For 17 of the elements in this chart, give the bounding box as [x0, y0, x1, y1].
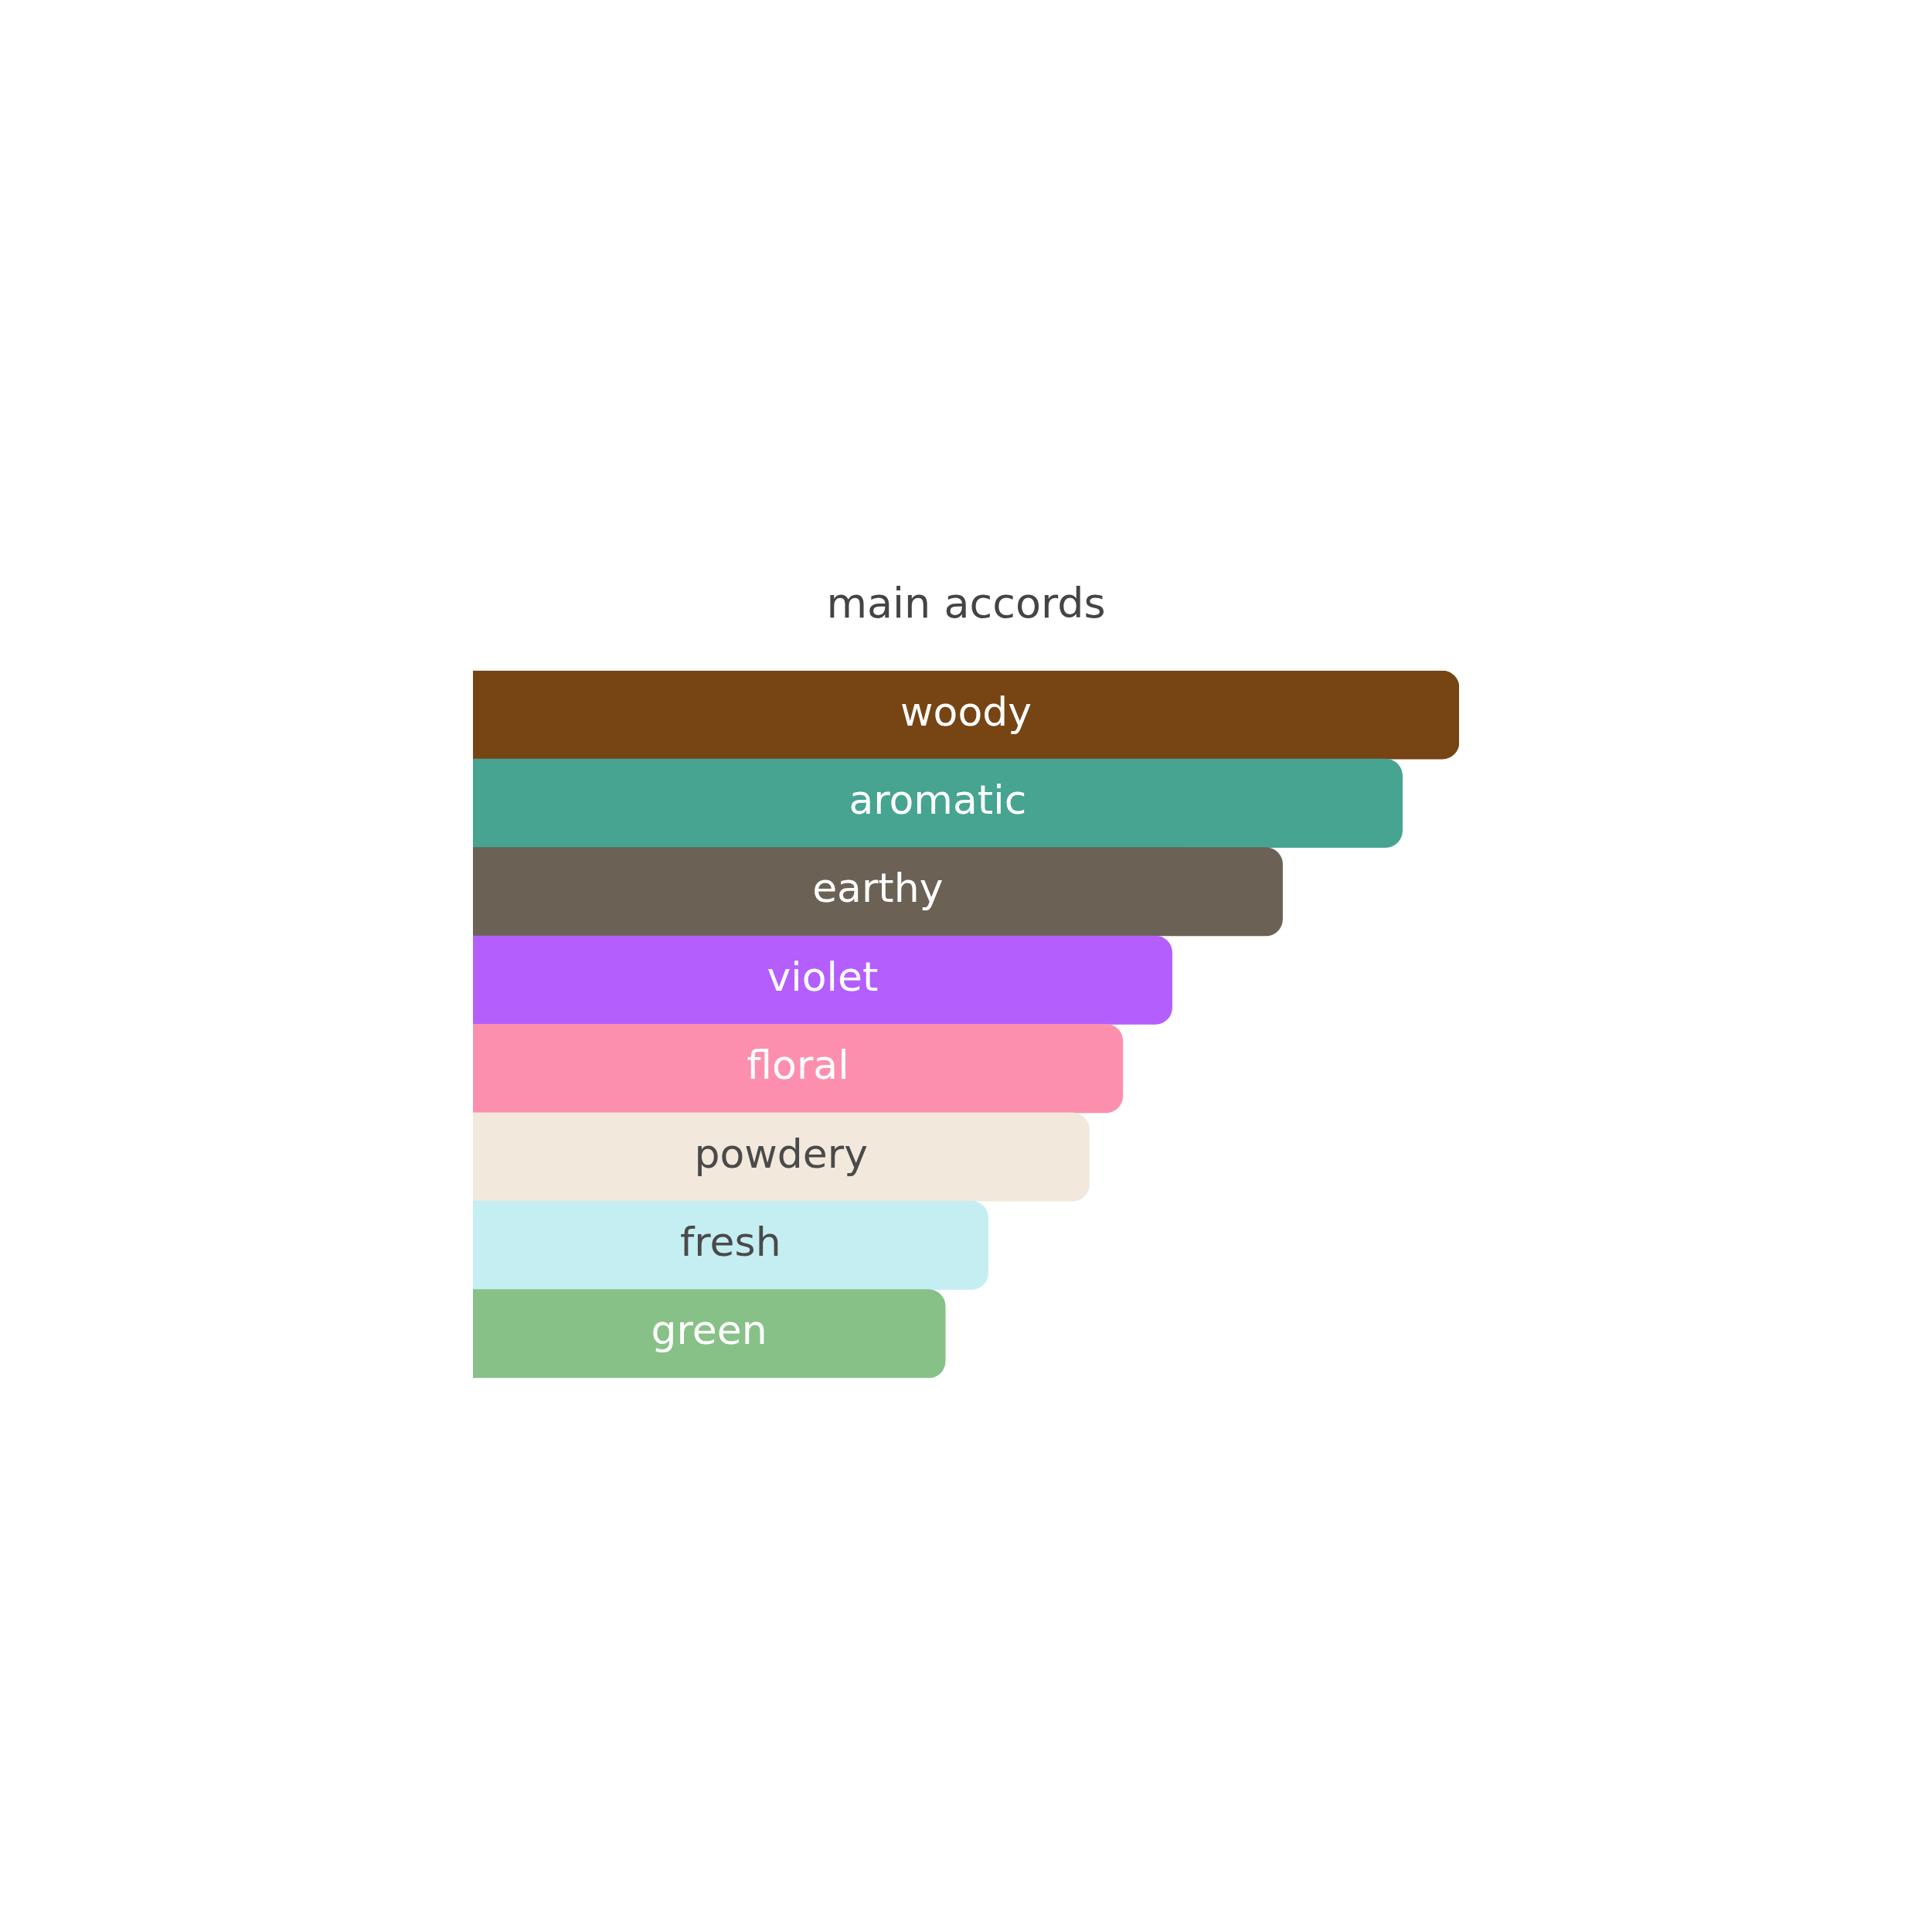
y-tick-label: earthy: [812, 865, 944, 912]
bar: [473, 1289, 946, 1378]
bar: [473, 935, 1173, 1025]
y-tick-label: woody: [900, 688, 1032, 735]
bar: [473, 1200, 989, 1290]
y-tick-label: green: [651, 1307, 767, 1354]
bar: [473, 847, 1283, 937]
y-tick-label: violet: [767, 953, 879, 1000]
bar: [473, 1112, 1090, 1202]
bar: [473, 1024, 1124, 1114]
y-tick-label: floral: [747, 1042, 849, 1089]
chart-title: main accords: [826, 579, 1106, 628]
bar: [473, 670, 1459, 760]
y-tick-label: fresh: [680, 1218, 781, 1265]
y-tick-label: powdery: [694, 1130, 869, 1177]
bar: [473, 758, 1403, 848]
y-tick-label: aromatic: [849, 776, 1027, 823]
